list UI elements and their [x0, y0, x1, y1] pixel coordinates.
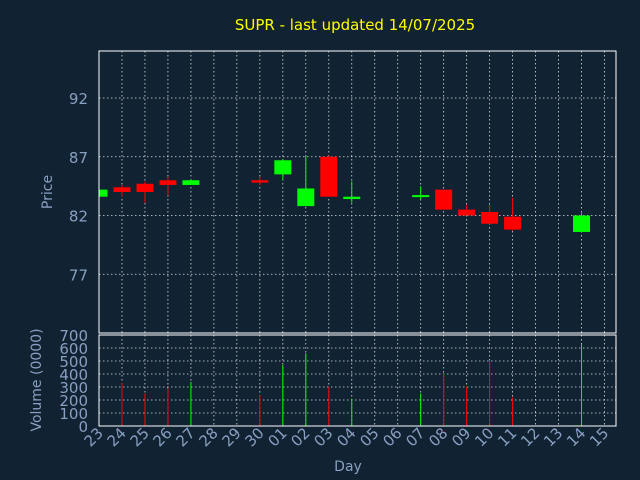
candle-body — [573, 215, 591, 232]
volume-bars — [121, 344, 583, 426]
price-panel-frame — [98, 50, 617, 334]
candle-body — [412, 195, 430, 198]
candle — [98, 189, 108, 197]
price-tick-label: 82 — [69, 208, 88, 226]
volume-tick-label: 100 — [59, 405, 88, 423]
day-tick-label: 15 — [586, 424, 612, 450]
price-axis-ticks: 77 82 87 92 — [69, 90, 88, 284]
candle-body — [343, 196, 361, 200]
volume-tick-label: 0 — [78, 418, 88, 436]
price-tick-label: 87 — [69, 149, 88, 167]
volume-tick-label: 600 — [59, 340, 88, 358]
day-axis-ticks: 2324252627282930010203040506070809101112… — [81, 424, 613, 450]
candle-body — [481, 211, 499, 224]
candle — [113, 184, 131, 197]
candle-body — [99, 189, 108, 197]
candle — [297, 155, 315, 207]
volume-axis-label: Volume (0000) — [29, 328, 45, 431]
price-candles — [98, 155, 591, 232]
candle — [159, 176, 177, 196]
candle — [412, 186, 430, 200]
price-axis-label: Price — [40, 175, 56, 209]
candle — [182, 179, 200, 185]
volume-tick-label: 300 — [59, 379, 88, 397]
candle-body — [504, 216, 522, 230]
candle-body — [136, 183, 154, 192]
price-grid — [99, 51, 616, 333]
candle — [274, 159, 292, 181]
volume-tick-label: 200 — [59, 392, 88, 410]
volume-tick-label: 400 — [59, 366, 88, 384]
candle-body — [159, 180, 177, 185]
candle-body — [251, 180, 269, 183]
volume-tick-label: 700 — [59, 327, 88, 345]
candle — [458, 204, 476, 216]
candle-body — [297, 188, 315, 207]
price-tick-label: 77 — [69, 266, 88, 284]
volume-panel-frame — [98, 334, 617, 427]
candle — [343, 181, 361, 203]
candle — [320, 155, 338, 197]
volume-tick-label: 500 — [59, 353, 88, 371]
volume-grid — [99, 335, 616, 426]
candle-body — [113, 187, 131, 192]
chart-title: SUPR - last updated 14/07/2025 — [235, 16, 475, 34]
candle-body — [435, 189, 453, 210]
price-tick-label: 92 — [69, 90, 88, 108]
candle-body — [182, 180, 200, 185]
candle — [481, 204, 499, 224]
candle — [136, 181, 154, 203]
candle-body — [458, 209, 476, 216]
candle-body — [320, 156, 338, 197]
candle — [251, 176, 269, 185]
candle — [573, 213, 591, 232]
candle — [504, 197, 522, 231]
candle — [435, 189, 453, 210]
candle-body — [274, 160, 292, 175]
day-axis-label: Day — [334, 459, 362, 475]
